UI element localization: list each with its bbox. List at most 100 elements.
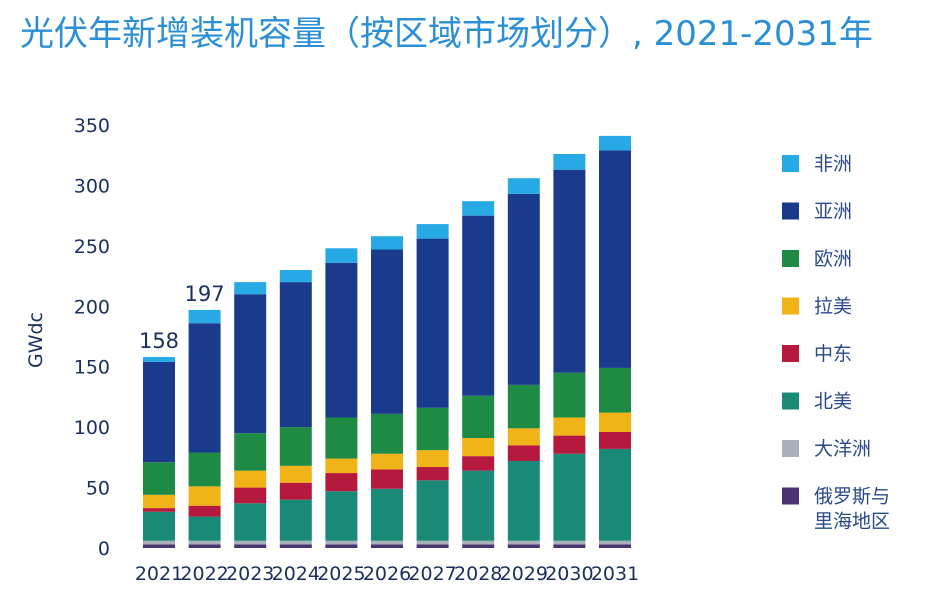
legend-item: 非洲 [782,153,852,175]
bar-segment [462,456,495,471]
legend-swatch [782,345,799,362]
bar-segment [507,178,540,194]
legend-item: 北美 [782,391,852,413]
y-tick-label: 300 [74,175,110,197]
bar-segment [371,453,403,470]
bar-segment [599,448,631,541]
bar-segment [599,412,631,432]
bar-segment [507,540,540,545]
legend-label: 中东 [814,343,852,365]
y-axis-title: GWdc [25,312,47,368]
bar-stack-2027 [416,224,449,548]
bar-segment [553,169,586,373]
bar-segment [188,544,221,548]
bar-segment [507,460,540,541]
bar-segment [325,540,358,545]
legend-swatch [782,250,799,267]
legend-label-line: 非洲 [814,153,852,175]
bar-segment [325,544,358,548]
bar-segment [599,431,631,449]
bar-segment [599,367,631,413]
legend-swatch [782,487,799,505]
bar-segment [325,491,358,541]
bar-segment [325,262,358,418]
legend-label-line: 里海地区 [814,511,890,533]
legend-label: 拉美 [814,296,852,318]
legend-swatch [782,202,799,220]
x-tick-label: 2028 [454,563,502,585]
bar-segment [553,544,586,548]
bar-segment [507,428,540,446]
bar-segment [279,270,312,283]
bar-stack-2030 [553,154,586,548]
x-tick-label: 2022 [180,563,228,585]
bar-segment [279,499,312,541]
x-tick-label: 2030 [545,563,593,585]
x-axis: 2021202220232024202520262027202820292030… [135,563,639,585]
bar-segment [234,540,267,545]
x-tick-label: 2024 [272,563,320,585]
bar-segment [143,494,175,509]
bar-segment [371,488,403,541]
legend-item: 欧洲 [782,248,852,270]
bar-stack-2031 [599,135,631,548]
bar-segment [553,540,586,545]
y-tick-label: 250 [74,236,110,258]
bar-segment [553,453,586,541]
bar-segment [188,452,221,487]
bar-segment [507,445,540,461]
y-axis: 0 50 100 150 200 250 300 350 [74,115,110,560]
bar-segment [188,505,221,517]
bar-segment [188,516,221,541]
total-label: 197 [185,282,225,306]
legend-label: 亚洲 [814,201,852,223]
legend-swatch [782,392,799,410]
bar-segment [553,154,586,170]
bar-segment [416,224,449,239]
bar-segment [279,482,312,500]
legend-swatch [782,297,799,315]
bar-segment [462,544,495,548]
bar-segment [143,357,175,362]
legend-swatch [782,155,799,172]
bar-segment [599,544,631,548]
legend-label-line: 大洋洲 [814,438,871,460]
bars [143,135,631,548]
bar-segment [234,433,267,471]
x-tick-label: 2026 [363,563,411,585]
bar-segment [188,323,221,453]
y-tick-label: 350 [74,115,110,137]
legend-item: 俄罗斯与里海地区 [782,486,890,533]
legend-label-line: 欧洲 [814,248,852,270]
legend-item: 中东 [782,343,852,365]
legend-label: 大洋洲 [814,438,871,460]
bar-stack-2021 [143,357,175,548]
bar-segment [234,282,267,295]
bar-segment [325,417,358,459]
bar-segment [416,407,449,451]
bar-stack-2026 [371,236,403,548]
bar-segment [599,135,631,151]
legend-label: 欧洲 [814,248,852,270]
bar-segment [553,417,586,436]
bar-segment [599,150,631,368]
legend-label-line: 拉美 [814,296,852,318]
bar-segment [462,438,495,457]
x-tick-label: 2023 [226,563,274,585]
bar-segment [188,309,221,324]
bar-segment [371,544,403,548]
bar-stack-2029 [507,178,540,548]
legend-label-line: 亚洲 [814,201,852,223]
bar-segment [234,487,267,504]
bar-segment [279,282,312,428]
y-tick-label: 50 [86,478,110,500]
bar-segment [234,470,267,488]
bar-segment [371,413,403,454]
bar-segment [416,540,449,545]
bar-segment [143,544,175,548]
bar-segment [507,544,540,548]
bar-segment [371,249,403,414]
bar-segment [325,473,358,492]
